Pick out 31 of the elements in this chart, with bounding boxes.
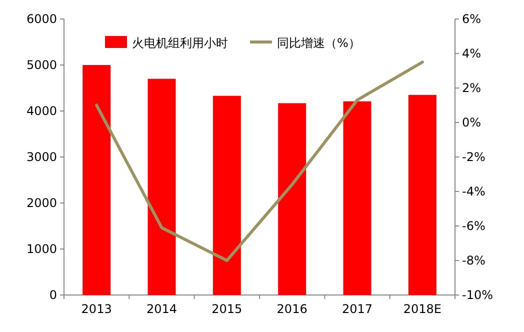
y-tick-label: 0: [49, 288, 57, 302]
y2-tick-label: -2%: [462, 150, 486, 164]
y2-tick-label: -4%: [462, 184, 486, 198]
bar: [212, 96, 241, 295]
line-series: [95, 60, 424, 262]
y2-tick-label: -6%: [462, 219, 486, 233]
bar: [278, 103, 306, 295]
bar: [82, 65, 111, 295]
legend-label: 火电机组利用小时: [132, 36, 228, 50]
y2-tick-label: 4%: [462, 46, 482, 60]
y-tick-label: 6000: [26, 12, 57, 26]
y-tick-label: 1000: [26, 242, 57, 256]
legend-label: 同比增速（%）: [277, 36, 360, 50]
x-tick-label: 2015: [212, 302, 242, 316]
x-tick-label: 2013: [81, 302, 112, 316]
y2-tick-label: 0%: [462, 116, 482, 130]
x-tick-label: 2014: [146, 302, 178, 316]
bar: [148, 78, 176, 295]
y-tick-label: 3000: [26, 150, 57, 164]
y-tick-label: 2000: [26, 196, 57, 210]
y2-tick-label: 2%: [462, 81, 482, 95]
y2-tick-label: -8%: [462, 254, 486, 268]
y-tick-label: 4000: [26, 104, 57, 118]
y2-tick-label: 6%: [462, 12, 482, 26]
x-tick-label: 2017: [342, 302, 373, 316]
x-tick-label: 2016: [276, 302, 308, 316]
bar: [343, 101, 372, 295]
y-tick-label: 5000: [26, 58, 57, 72]
bar: [408, 94, 436, 295]
y2-tick-label: -10%: [462, 288, 494, 302]
x-tick-label: 2018E: [403, 302, 442, 316]
